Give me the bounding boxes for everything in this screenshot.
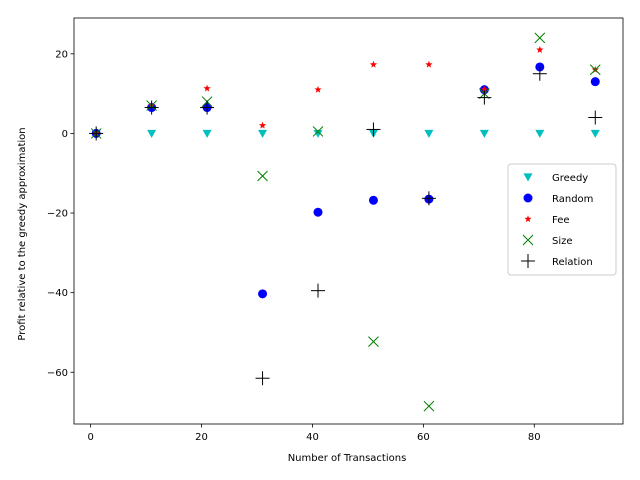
legend-item-greedy: Greedy (523, 173, 588, 184)
data-point-fee (203, 84, 211, 92)
data-point-fee (314, 85, 322, 93)
legend-marker-size (522, 234, 534, 246)
data-point-size (589, 64, 601, 76)
data-point-relation (255, 371, 270, 386)
legend-marker-greedy (523, 173, 533, 182)
data-point-size (368, 336, 379, 347)
data-point-relation (144, 100, 159, 115)
legend-marker-fee (524, 215, 532, 223)
data-point-relation (89, 126, 104, 141)
series-greedy (91, 129, 600, 138)
y-tick-label: −40 (47, 288, 68, 299)
data-point-greedy (147, 129, 157, 138)
data-point-size (312, 126, 324, 137)
legend-box (507, 163, 617, 276)
data-point-fee (425, 60, 433, 68)
legend-label: Size (552, 236, 573, 247)
data-point-greedy (258, 129, 268, 138)
data-point-fee (480, 85, 488, 93)
data-point-relation (311, 283, 325, 298)
y-tick-label: −60 (47, 368, 68, 379)
series-fee (92, 46, 599, 137)
data-marks (89, 32, 603, 412)
axes-frame (73, 17, 624, 425)
data-point-random (258, 289, 268, 299)
data-point-greedy (202, 129, 212, 138)
data-point-relation (532, 66, 547, 81)
data-point-relation (477, 90, 492, 105)
data-point-size (423, 400, 435, 412)
data-point-relation (200, 100, 215, 115)
y-tick-label: 20 (55, 49, 68, 60)
legend-item-random: Random (523, 193, 593, 205)
legend-label: Greedy (552, 173, 588, 184)
legend-label: Random (552, 194, 593, 205)
data-point-greedy (590, 129, 600, 138)
data-point-relation (421, 191, 436, 206)
y-tick-label: 0 (62, 129, 68, 140)
data-point-greedy (424, 129, 434, 138)
x-tick-label: 60 (417, 432, 430, 443)
legend-item-relation: Relation (521, 254, 593, 268)
legend-item-size: Size (522, 234, 573, 247)
legend-marker-random (523, 193, 533, 203)
data-point-greedy (313, 129, 323, 138)
data-point-random (368, 195, 378, 205)
data-point-random (313, 207, 323, 217)
axes: 0 20 40 60 80 −60 −40 −20 0 20 (47, 17, 624, 443)
x-tick-label: 20 (195, 432, 208, 443)
data-point-size (534, 32, 546, 44)
y-axis-label: Profit relative to the greedy approximat… (17, 127, 28, 340)
x-tick-label: 0 (87, 432, 93, 443)
x-tick-label: 80 (528, 432, 541, 443)
legend: Greedy Random Fee Size Relation (507, 163, 617, 276)
data-point-relation (588, 110, 603, 125)
data-point-greedy (479, 129, 489, 138)
data-point-size (257, 170, 268, 182)
legend-marker-relation (521, 254, 535, 268)
data-point-fee (258, 121, 267, 129)
data-point-fee (369, 60, 378, 68)
data-point-relation (366, 122, 381, 137)
y-tick-label: −20 (47, 209, 68, 220)
legend-label: Relation (552, 257, 593, 268)
data-point-greedy (535, 129, 545, 138)
x-tick-label: 40 (306, 432, 319, 443)
data-point-fee (536, 46, 544, 53)
x-axis-label: Number of Transactions (288, 453, 407, 464)
series-relation (89, 66, 603, 386)
legend-item-fee: Fee (524, 215, 570, 226)
legend-label: Fee (552, 215, 570, 226)
data-point-random (590, 77, 600, 87)
